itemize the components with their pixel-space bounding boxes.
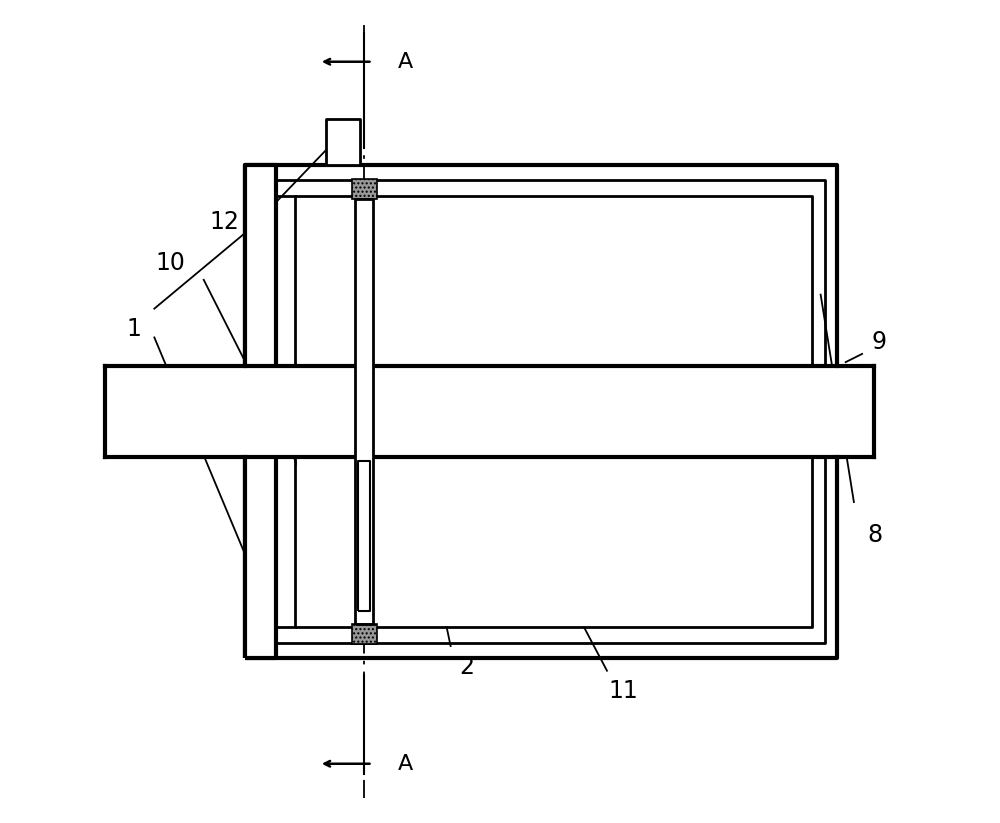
Bar xyxy=(352,624,377,644)
Polygon shape xyxy=(355,199,373,624)
Bar xyxy=(352,179,377,199)
Polygon shape xyxy=(326,119,360,165)
Text: 2: 2 xyxy=(460,654,475,679)
Polygon shape xyxy=(105,366,874,457)
Text: A: A xyxy=(398,754,413,774)
Text: 1: 1 xyxy=(126,317,141,342)
Polygon shape xyxy=(245,165,276,658)
Polygon shape xyxy=(89,0,912,823)
Text: 11: 11 xyxy=(609,679,638,704)
Polygon shape xyxy=(246,366,837,457)
Text: 8: 8 xyxy=(867,523,882,547)
Text: 12: 12 xyxy=(209,210,239,235)
Text: 10: 10 xyxy=(156,251,186,276)
Polygon shape xyxy=(358,461,370,611)
Text: A: A xyxy=(398,52,413,72)
Polygon shape xyxy=(297,198,810,625)
Text: 9: 9 xyxy=(871,329,886,354)
